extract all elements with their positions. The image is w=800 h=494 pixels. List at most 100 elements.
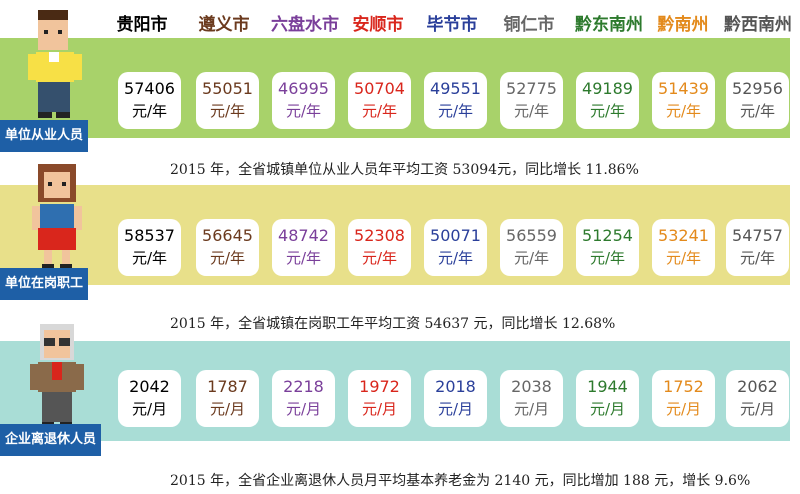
city-header-qianxinan: 黔西南州 [724, 15, 792, 35]
value-number: 51254 [582, 226, 633, 245]
summary-note-staff: 2015 年，全省城镇在岗职工年平均工资 54637 元，同比增长 12.68% [170, 316, 616, 332]
value-unit: 元/月 [361, 400, 398, 418]
value-number: 2062 [737, 377, 778, 396]
value-card-retirees-qianxinan: 2062 元/月 [726, 370, 789, 427]
value-card-employees-qiannan: 51439 元/年 [652, 72, 715, 129]
city-header-tongren: 铜仁市 [503, 15, 555, 35]
value-card-retirees-qiannan: 1752 元/月 [652, 370, 715, 427]
value-number: 2042 [129, 377, 170, 396]
value-number: 58537 [124, 226, 175, 245]
value-unit: 元/月 [285, 400, 322, 418]
value-number: 49551 [430, 79, 481, 98]
value-unit: 元/月 [513, 400, 550, 418]
retiree-icon [30, 324, 84, 428]
value-card-staff-tongren: 56559 元/年 [500, 219, 563, 276]
value-card-staff-guiyang: 58537 元/年 [118, 219, 181, 276]
value-unit: 元/年 [285, 102, 322, 120]
value-unit: 元/年 [361, 102, 398, 120]
value-card-retirees-zunyi: 1787 元/月 [196, 370, 259, 427]
value-number: 57406 [124, 79, 175, 98]
city-header-liupanshui: 六盘水市 [271, 15, 339, 35]
value-unit: 元/年 [209, 249, 246, 267]
value-unit: 元/年 [589, 249, 626, 267]
value-card-staff-qiannan: 53241 元/年 [652, 219, 715, 276]
value-unit: 元/月 [589, 400, 626, 418]
value-card-employees-anshun: 50704 元/年 [348, 72, 411, 129]
value-number: 46995 [278, 79, 329, 98]
value-number: 50071 [430, 226, 481, 245]
value-unit: 元/年 [131, 102, 168, 120]
value-number: 1944 [587, 377, 628, 396]
value-number: 49189 [582, 79, 633, 98]
value-card-employees-guiyang: 57406 元/年 [118, 72, 181, 129]
section-label-retirees: 企业离退休人员 [0, 424, 102, 456]
value-unit: 元/年 [739, 249, 776, 267]
value-card-retirees-liupanshui: 2218 元/月 [272, 370, 335, 427]
section-label-employees: 单位从业人员 [0, 120, 89, 152]
value-card-employees-tongren: 52775 元/年 [500, 72, 563, 129]
summary-note-retirees: 2015 年，全省企业离退休人员月平均基本养老金为 2140 元，同比增加 18… [170, 473, 751, 489]
city-header-anshun: 安顺市 [352, 15, 404, 35]
value-number: 51439 [658, 79, 709, 98]
value-card-staff-anshun: 52308 元/年 [348, 219, 411, 276]
value-card-employees-zunyi: 55051 元/年 [196, 72, 259, 129]
value-number: 54757 [732, 226, 783, 245]
value-unit: 元/年 [589, 102, 626, 120]
value-card-employees-liupanshui: 46995 元/年 [272, 72, 335, 129]
value-number: 50704 [354, 79, 405, 98]
city-header-bijie: 毕节市 [426, 15, 478, 35]
value-number: 2038 [511, 377, 552, 396]
value-unit: 元/月 [209, 400, 246, 418]
value-number: 1972 [359, 377, 400, 396]
value-number: 56559 [506, 226, 557, 245]
value-card-employees-qiandongnan: 49189 元/年 [576, 72, 639, 129]
value-card-staff-qiandongnan: 51254 元/年 [576, 219, 639, 276]
value-number: 56645 [202, 226, 253, 245]
value-number: 52956 [732, 79, 783, 98]
value-unit: 元/年 [665, 102, 702, 120]
value-unit: 元/月 [131, 400, 168, 418]
value-number: 1787 [207, 377, 248, 396]
value-number: 2018 [435, 377, 476, 396]
value-card-retirees-tongren: 2038 元/月 [500, 370, 563, 427]
value-number: 52308 [354, 226, 405, 245]
value-unit: 元/月 [739, 400, 776, 418]
value-card-retirees-bijie: 2018 元/月 [424, 370, 487, 427]
value-unit: 元/年 [209, 102, 246, 120]
value-card-employees-bijie: 49551 元/年 [424, 72, 487, 129]
value-card-staff-qianxinan: 54757 元/年 [726, 219, 789, 276]
section-label-staff: 单位在岗职工 [0, 268, 89, 300]
value-number: 2218 [283, 377, 324, 396]
value-number: 52775 [506, 79, 557, 98]
female-worker-icon [32, 164, 82, 270]
value-unit: 元/年 [131, 249, 168, 267]
value-card-staff-liupanshui: 48742 元/年 [272, 219, 335, 276]
city-header-zunyi: 遵义市 [198, 15, 250, 35]
city-header-qiandongnan: 黔东南州 [575, 15, 643, 35]
value-unit: 元/年 [513, 249, 550, 267]
value-card-retirees-anshun: 1972 元/月 [348, 370, 411, 427]
value-unit: 元/年 [285, 249, 322, 267]
summary-note-employees: 2015 年，全省城镇单位从业人员年平均工资 53094元，同比增长 11.86… [170, 162, 639, 178]
value-unit: 元/月 [665, 400, 702, 418]
value-card-employees-qianxinan: 52956 元/年 [726, 72, 789, 129]
value-card-staff-bijie: 50071 元/年 [424, 219, 487, 276]
city-header-qiannan: 黔南州 [657, 15, 709, 35]
value-unit: 元/年 [437, 102, 474, 120]
value-unit: 元/年 [361, 249, 398, 267]
value-unit: 元/月 [437, 400, 474, 418]
city-header-row: 贵阳市 遵义市 六盘水市 安顺市 毕节市 铜仁市 黔东南州 黔南州 黔西南州 [0, 0, 800, 36]
value-number: 55051 [202, 79, 253, 98]
value-card-retirees-qiandongnan: 1944 元/月 [576, 370, 639, 427]
value-number: 53241 [658, 226, 709, 245]
male-worker-icon [28, 10, 82, 118]
value-unit: 元/年 [513, 102, 550, 120]
value-card-staff-zunyi: 56645 元/年 [196, 219, 259, 276]
value-unit: 元/年 [437, 249, 474, 267]
value-number: 1752 [663, 377, 704, 396]
city-header-guiyang: 贵阳市 [116, 15, 168, 35]
value-number: 48742 [278, 226, 329, 245]
value-unit: 元/年 [739, 102, 776, 120]
value-card-retirees-guiyang: 2042 元/月 [118, 370, 181, 427]
value-unit: 元/年 [665, 249, 702, 267]
